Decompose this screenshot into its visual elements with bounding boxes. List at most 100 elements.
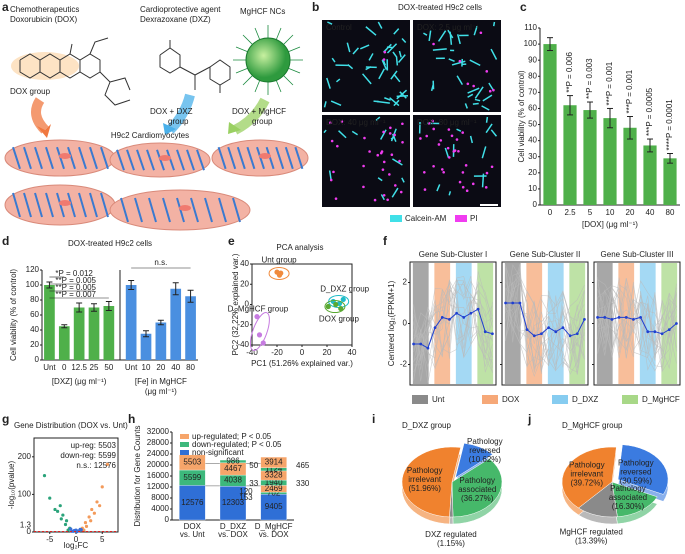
series-label: Unt group <box>262 256 298 265</box>
y-tick-label: 90 <box>528 55 537 64</box>
point <box>66 528 70 532</box>
dead-cell <box>388 173 391 176</box>
x-tick-label: 40 <box>348 348 357 357</box>
cell <box>323 129 327 134</box>
cell <box>391 158 403 166</box>
y-tick-label: 0 <box>35 355 40 364</box>
marker <box>575 332 579 336</box>
point <box>59 517 63 521</box>
dead-cell <box>461 185 465 189</box>
crista <box>78 146 87 170</box>
cell <box>330 100 342 107</box>
bar <box>583 110 597 205</box>
cell <box>347 63 354 70</box>
x-axis-title: [DOX] (μg ml⁻¹) <box>582 220 638 229</box>
annotation: up-reg: 5503 <box>71 441 117 450</box>
y-tick-label: 80 <box>30 295 39 304</box>
p-value: n.s. <box>154 258 167 267</box>
y-tick-label: 110 <box>524 23 537 32</box>
dead-cell <box>368 150 371 153</box>
y-tick-label: 40 <box>528 136 537 145</box>
slice <box>451 458 503 518</box>
segment-label: 1940 <box>265 478 283 487</box>
dead-cell <box>447 128 451 131</box>
cell <box>326 77 331 89</box>
background-trace <box>413 275 493 372</box>
cell <box>389 97 400 107</box>
caption: Doxorubicin (DOX) <box>10 15 77 24</box>
dead-cell <box>332 170 335 174</box>
panel-title: DOX-treated H9c2 cells <box>398 3 482 12</box>
cell <box>396 89 408 100</box>
y-tick-label: 100 <box>26 280 40 289</box>
dead-cell <box>382 130 385 134</box>
y-tick-label: 60 <box>30 310 39 319</box>
slice-label: Pathology <box>459 476 495 485</box>
caption: H9c2 Cardiomyocytes <box>111 131 189 140</box>
segment-label: 12303 <box>222 498 245 507</box>
marker <box>653 330 657 334</box>
legend-label: Calcein-AM <box>405 214 447 223</box>
y-tick-label: -2 <box>400 360 408 369</box>
background-trace <box>413 280 493 350</box>
plot-frame <box>501 261 589 386</box>
error-bar <box>157 319 164 326</box>
dead-cell <box>461 171 465 174</box>
cell <box>390 135 396 140</box>
marker <box>504 301 507 305</box>
p-value: ***P = 0.001 <box>605 61 614 105</box>
y-tick-label: 0 <box>533 200 538 209</box>
x-tick-label: -20 <box>271 348 283 357</box>
bar-segment <box>179 454 206 471</box>
cell <box>467 93 474 98</box>
series-label: D_DXZ group <box>320 285 369 294</box>
dead-cell <box>437 143 441 146</box>
crista <box>156 149 165 171</box>
point <box>340 296 346 303</box>
x-tick-label: 40 <box>171 363 180 372</box>
cell <box>467 87 480 94</box>
panel-title: DOX-treated H9c2 cells <box>68 239 152 248</box>
error-bar <box>46 281 53 289</box>
x-tick-label: vs. DOX <box>218 530 248 539</box>
background-trace <box>505 274 585 373</box>
cell <box>381 59 388 70</box>
bar <box>663 158 677 205</box>
y-tick-label: 10 <box>528 184 537 193</box>
slice-value: (10.62%) <box>469 455 502 464</box>
group-label: DOX + DXZ <box>150 107 193 116</box>
error-bar <box>627 116 633 140</box>
marker <box>455 311 458 315</box>
background-trace <box>505 264 585 371</box>
bar-segment <box>179 485 206 521</box>
dead-cell <box>388 132 392 135</box>
crista <box>294 146 304 170</box>
y-tick-label: 200 <box>18 452 32 461</box>
cell <box>331 57 336 63</box>
point <box>82 528 86 532</box>
caption: Dexrazoxane (DXZ) <box>140 15 211 24</box>
cell <box>492 21 496 27</box>
point <box>333 301 339 308</box>
bar <box>170 288 182 360</box>
marker <box>667 328 671 332</box>
segment-label: 4038 <box>224 476 242 485</box>
y-tick-label: 0 <box>27 527 32 536</box>
segment-label: 2469 <box>265 484 283 493</box>
segment-label: 3914 <box>265 458 283 467</box>
bar-segment <box>260 493 287 521</box>
group-band <box>412 263 429 384</box>
slice-label: irrelevant <box>408 475 442 484</box>
crista <box>162 197 171 223</box>
y-tick-label: 20 <box>240 279 249 288</box>
bar <box>623 127 637 205</box>
dead-cell <box>382 160 386 164</box>
crista <box>89 192 98 218</box>
marker <box>440 315 444 319</box>
slice-label: reversed <box>469 446 500 455</box>
bar <box>563 105 577 205</box>
background-trace <box>505 289 585 372</box>
cell <box>473 25 478 36</box>
